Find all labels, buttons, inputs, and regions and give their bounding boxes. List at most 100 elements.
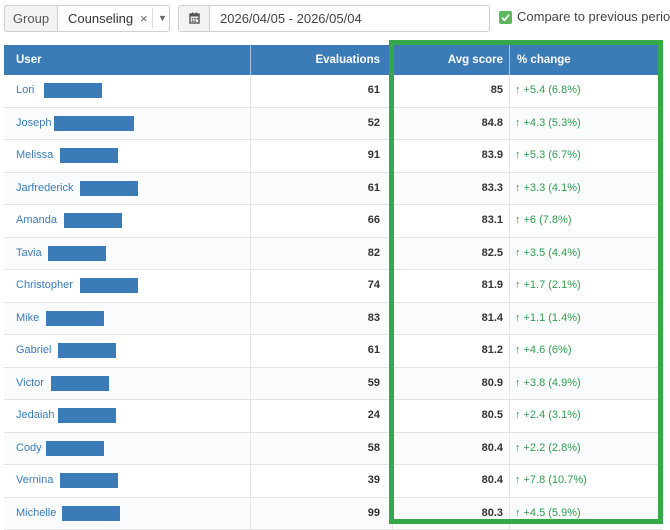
arrow-up-icon: ↑: [515, 442, 521, 454]
pct-change-value: ↑+4.3 (5.3%): [515, 108, 581, 139]
evaluations-value: 74: [368, 270, 380, 301]
redacted-surname: [60, 148, 118, 163]
evaluations-value: 61: [368, 335, 380, 366]
group-label: Group: [4, 5, 57, 32]
pct-change-value: ↑+4.5 (5.9%): [515, 498, 581, 529]
user-name-link[interactable]: Vernina: [16, 465, 53, 496]
redacted-surname: [58, 343, 116, 358]
column-divider: [250, 335, 251, 367]
pct-change-text: +5.4 (6.8%): [524, 84, 581, 96]
column-divider: [392, 303, 393, 335]
column-divider: [509, 238, 510, 270]
filter-bar: Group Counseling × ▼ 2026/04/05 - 2026/0…: [0, 0, 670, 40]
arrow-up-icon: ↑: [515, 117, 521, 129]
user-name-link[interactable]: Melissa: [16, 140, 53, 171]
evaluations-value: 66: [368, 205, 380, 236]
avg-score-value: 80.5: [482, 400, 503, 431]
pct-change-text: +5.3 (6.7%): [524, 149, 581, 161]
compare-checkbox[interactable]: [499, 11, 512, 24]
avg-score-value: 80.9: [482, 368, 503, 399]
user-name-link[interactable]: Jarfrederick: [16, 173, 73, 204]
group-select[interactable]: Counseling × ▼: [57, 5, 170, 32]
table-row[interactable]: Vernina 39 80.4 ↑+7.8 (10.7%): [4, 465, 662, 498]
arrow-up-icon: ↑: [515, 474, 521, 486]
user-name-link[interactable]: Victor: [16, 368, 44, 399]
column-divider: [250, 270, 251, 302]
chevron-down-icon[interactable]: ▼: [158, 6, 167, 30]
header-divider: [250, 45, 251, 75]
header-avg-score[interactable]: Avg score: [448, 45, 503, 75]
column-divider: [392, 140, 393, 172]
redacted-surname: [44, 83, 102, 98]
avg-score-value: 83.9: [482, 140, 503, 171]
header-pct-change[interactable]: % change: [517, 45, 571, 75]
arrow-up-icon: ↑: [515, 507, 521, 519]
pct-change-text: +4.5 (5.9%): [524, 507, 581, 519]
column-divider: [250, 368, 251, 400]
column-divider: [509, 303, 510, 335]
arrow-up-icon: ↑: [515, 149, 521, 161]
avg-score-value: 84.8: [482, 108, 503, 139]
user-name-link[interactable]: Gabriel: [16, 335, 51, 366]
column-divider: [250, 400, 251, 432]
date-range-input[interactable]: 2026/04/05 - 2026/05/04: [209, 5, 490, 32]
avg-score-value: 82.5: [482, 238, 503, 269]
user-name-link[interactable]: Michelle: [16, 498, 56, 529]
user-name-link[interactable]: Mike: [16, 303, 39, 334]
column-divider: [509, 498, 510, 530]
avg-score-value: 80.4: [482, 465, 503, 496]
user-name-link[interactable]: Jedaiah: [16, 400, 55, 431]
column-divider: [509, 465, 510, 497]
arrow-up-icon: ↑: [515, 84, 521, 96]
header-evaluations[interactable]: Evaluations: [315, 45, 380, 75]
calendar-button[interactable]: [178, 5, 209, 32]
column-divider: [250, 173, 251, 205]
pct-change-value: ↑+3.5 (4.4%): [515, 238, 581, 269]
column-divider: [392, 108, 393, 140]
pct-change-text: +3.8 (4.9%): [524, 377, 581, 389]
user-name-link[interactable]: Christopher: [16, 270, 73, 301]
compare-label[interactable]: Compare to previous period: [517, 9, 670, 24]
column-divider: [392, 433, 393, 465]
column-divider: [509, 140, 510, 172]
pct-change-value: ↑+7.8 (10.7%): [515, 465, 587, 496]
evaluations-value: 39: [368, 465, 380, 496]
header-user[interactable]: User: [16, 45, 42, 75]
pct-change-text: +4.3 (5.3%): [524, 117, 581, 129]
pct-change-text: +1.7 (2.1%): [524, 279, 581, 291]
user-name-link[interactable]: Cody: [16, 433, 42, 464]
redacted-surname: [80, 278, 138, 293]
pct-change-text: +3.3 (4.1%): [524, 182, 581, 194]
pct-change-text: +2.2 (2.8%): [524, 442, 581, 454]
redacted-surname: [51, 376, 109, 391]
clear-icon[interactable]: ×: [140, 6, 148, 31]
pct-change-text: +3.5 (4.4%): [524, 247, 581, 259]
header-divider: [509, 45, 510, 75]
pct-change-value: ↑+2.4 (3.1%): [515, 400, 581, 431]
redacted-surname: [46, 311, 104, 326]
arrow-up-icon: ↑: [515, 279, 521, 291]
user-name-link[interactable]: Tavia: [16, 238, 42, 269]
arrow-up-icon: ↑: [515, 214, 521, 226]
user-name-link[interactable]: Joseph: [16, 108, 51, 139]
select-divider: [152, 8, 153, 29]
redacted-surname: [54, 116, 134, 131]
pct-change-value: ↑+3.3 (4.1%): [515, 173, 581, 204]
pct-change-text: +7.8 (10.7%): [524, 474, 587, 486]
user-name-link[interactable]: Lori: [16, 75, 34, 106]
user-name-link[interactable]: Amanda: [16, 205, 57, 236]
column-divider: [392, 335, 393, 367]
